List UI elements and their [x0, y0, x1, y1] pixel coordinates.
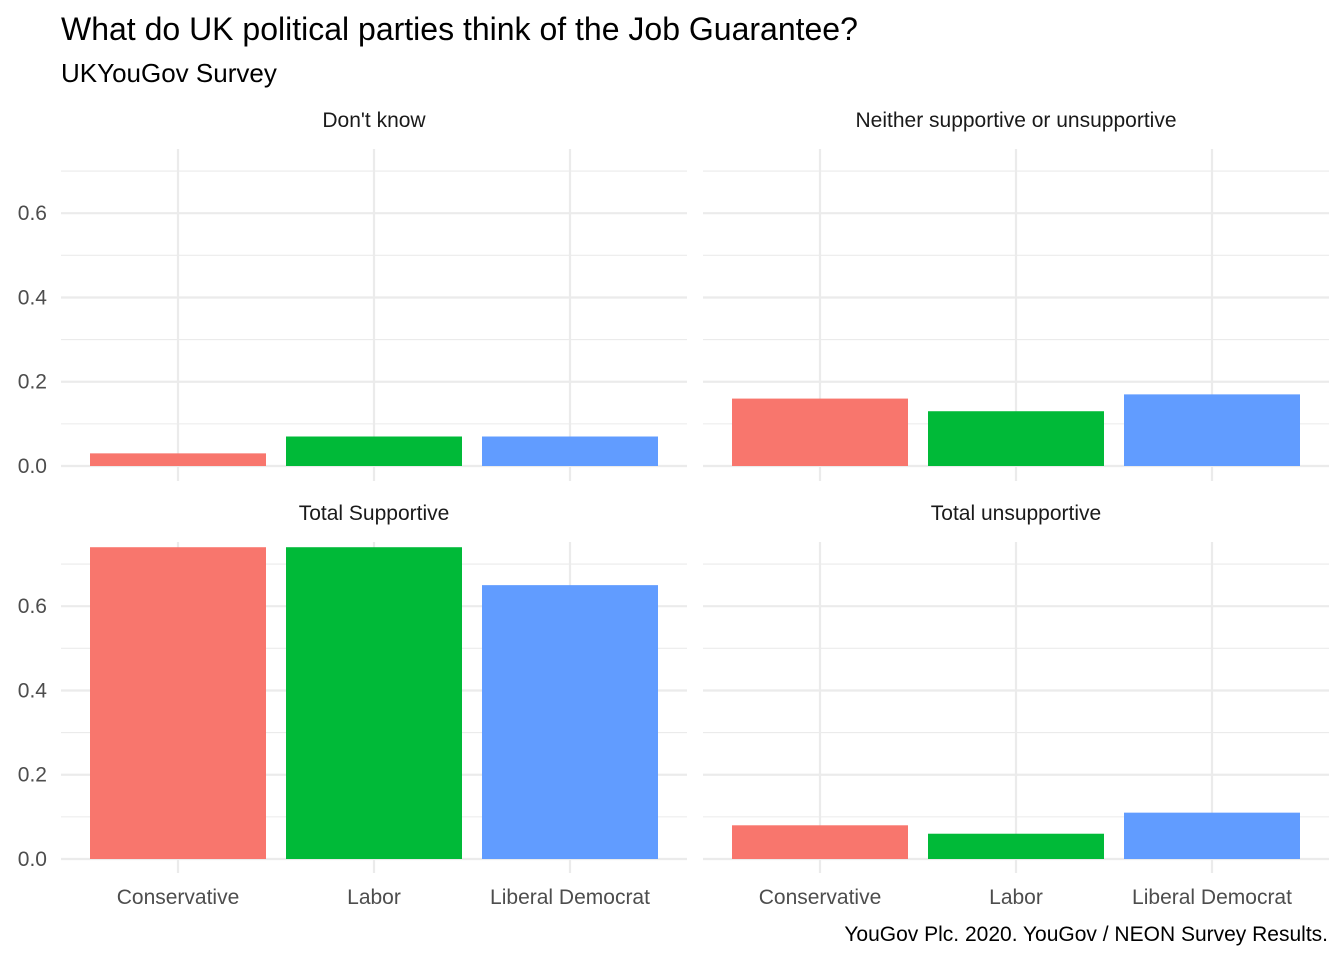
x-tick-label: Liberal Democrat [490, 886, 650, 909]
facet-strip-label: Neither supportive or unsupportive [855, 109, 1176, 132]
bar [482, 436, 658, 466]
y-tick-label: 0.6 [18, 202, 47, 225]
bar [732, 398, 908, 466]
bar [90, 453, 266, 466]
bar [928, 833, 1104, 859]
y-tick-label: 0.2 [18, 371, 47, 394]
bar [1124, 812, 1300, 859]
bar [90, 547, 266, 859]
facet-strip-label: Don't know [322, 109, 426, 132]
facet-panel: Neither supportive or unsupportive [703, 109, 1329, 481]
y-tick-label: 0.4 [18, 286, 48, 309]
y-tick-label: 0.2 [18, 764, 47, 787]
y-tick-label: 0.0 [18, 455, 47, 478]
bar [286, 547, 462, 859]
facet-strip-label: Total Supportive [299, 502, 450, 525]
chart-caption: YouGov Plc. 2020. YouGov / NEON Survey R… [844, 923, 1328, 946]
x-tick-label: Labor [989, 886, 1043, 909]
facet-panel: Total Supportive 0.0 0.2 0.4 0.6 Conservative… [18, 502, 687, 909]
x-tick-label: Conservative [759, 886, 882, 909]
y-tick-label: 0.4 [18, 679, 48, 702]
bar [732, 825, 908, 859]
facet-strip-label: Total unsupportive [931, 502, 1101, 525]
chart-title: What do UK political parties think of th… [61, 11, 858, 47]
y-tick-label: 0.6 [18, 595, 47, 618]
x-tick-label: Liberal Democrat [1132, 886, 1292, 909]
chart-subtitle: UKYouGov Survey [61, 58, 277, 88]
x-tick-label: Conservative [117, 886, 240, 909]
bar [1124, 394, 1300, 466]
bar [286, 436, 462, 466]
facet-panel: Total unsupportive Conservative Labor Liber… [703, 502, 1329, 909]
bar [928, 411, 1104, 466]
bar [482, 585, 658, 859]
y-tick-label: 0.0 [18, 848, 47, 871]
facet-panels: Don't know 0.0 0.2 0.4 0.6 Neither supportive… [18, 109, 1329, 909]
x-tick-label: Labor [347, 886, 401, 909]
facet-panel: Don't know 0.0 0.2 0.4 0.6 [18, 109, 687, 481]
